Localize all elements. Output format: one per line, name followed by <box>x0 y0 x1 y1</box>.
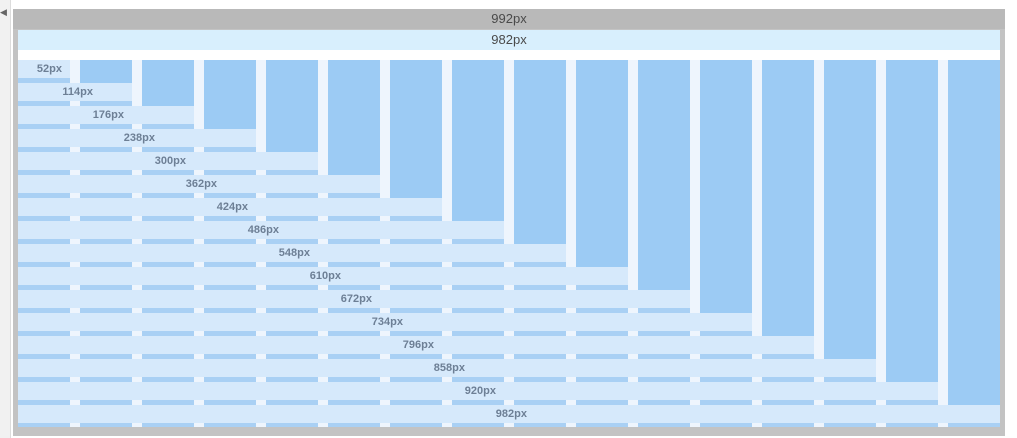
scroll-arrow-icon[interactable]: ◀ <box>0 7 7 17</box>
grid-column <box>576 60 628 267</box>
inner-width-bar: 982px <box>18 30 1000 50</box>
row-width-label: 424px <box>216 201 248 213</box>
gutter <box>380 60 390 427</box>
gutter <box>256 60 266 427</box>
grid-row <box>18 244 566 262</box>
gutter <box>566 60 576 427</box>
grid-row <box>18 359 876 377</box>
gutter <box>938 60 948 427</box>
grid-row <box>18 60 70 78</box>
grid-row <box>18 129 256 147</box>
grid-column <box>638 60 690 290</box>
grid-column <box>266 60 318 152</box>
row-width-label: 920px <box>464 385 496 397</box>
grid-row <box>18 83 132 101</box>
grid-row <box>18 336 814 354</box>
gutter <box>132 60 142 427</box>
gutter <box>752 60 762 427</box>
row-width-label: 486px <box>247 224 279 236</box>
grid-demo-frame: 992px 982px 52px 114px 176px 238px 300px 362p… <box>13 9 1005 436</box>
grid-column <box>204 60 256 129</box>
grid-row <box>18 106 194 124</box>
grid-column <box>948 60 1000 405</box>
grid-column <box>328 60 380 175</box>
gutter <box>628 60 638 427</box>
grid-row <box>18 405 1000 423</box>
grid-column <box>514 60 566 244</box>
gutter <box>70 60 80 427</box>
grid-column <box>452 60 504 221</box>
row-width-label: 672px <box>340 293 372 305</box>
gutter <box>690 60 700 427</box>
gutter <box>442 60 452 427</box>
grid-column <box>390 60 442 198</box>
row-width-label: 734px <box>371 316 403 328</box>
grid-row <box>18 221 504 239</box>
gutter <box>318 60 328 427</box>
grid-column <box>80 60 132 83</box>
row-width-label: 114px <box>62 86 93 98</box>
row-width-label: 52px <box>36 63 62 75</box>
row-width-label: 796px <box>402 339 434 351</box>
row-width-label: 238px <box>123 132 155 144</box>
gutter <box>876 60 886 427</box>
spacer <box>18 50 1000 60</box>
outer-width-bar: 992px <box>13 9 1005 29</box>
grid-column <box>886 60 938 382</box>
row-width-label: 300px <box>154 155 186 167</box>
gutter <box>504 60 514 427</box>
grid-columns-area: 52px 114px 176px 238px 300px 362px 424px 486px 5… <box>18 60 1000 427</box>
row-width-label: 548px <box>278 247 310 259</box>
row-width-label: 858px <box>433 362 465 374</box>
grid-row <box>18 290 690 308</box>
row-width-label: 176px <box>92 109 124 121</box>
grid-column <box>700 60 752 313</box>
row-width-label: 982px <box>495 408 527 420</box>
grid-column <box>824 60 876 359</box>
row-width-label: 362px <box>185 178 217 190</box>
row-width-label: 610px <box>309 270 341 282</box>
grid-row <box>18 382 938 400</box>
grid-row <box>18 267 628 285</box>
grid-row <box>18 313 752 331</box>
gutter <box>194 60 204 427</box>
grid-column <box>142 60 194 106</box>
gutter <box>814 60 824 427</box>
window-left-edge: ◀ <box>0 0 11 438</box>
grid-row <box>18 175 380 193</box>
grid-row <box>18 152 318 170</box>
grid-row <box>18 198 442 216</box>
grid-column <box>762 60 814 336</box>
